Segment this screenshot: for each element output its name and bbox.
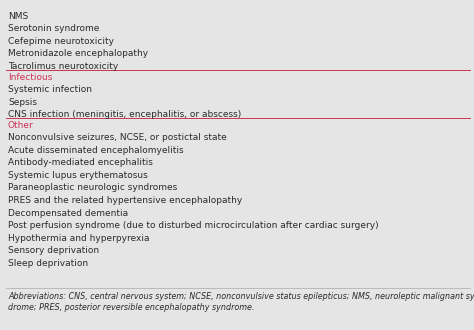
Text: Paraneoplastic neurologic syndromes: Paraneoplastic neurologic syndromes [8, 183, 177, 192]
Text: Systemic infection: Systemic infection [8, 85, 92, 94]
Text: Systemic lupus erythematosus: Systemic lupus erythematosus [8, 171, 148, 180]
Text: Post perfusion syndrome (due to disturbed microcirculation after cardiac surgery: Post perfusion syndrome (due to disturbe… [8, 221, 379, 230]
Text: Other: Other [8, 121, 34, 130]
Text: Cefepime neurotoxicity: Cefepime neurotoxicity [8, 37, 114, 46]
Text: Acute disseminated encephalomyelitis: Acute disseminated encephalomyelitis [8, 146, 183, 155]
Text: drome; PRES, posterior reversible encephalopathy syndrome.: drome; PRES, posterior reversible enceph… [8, 303, 255, 312]
Text: Sleep deprivation: Sleep deprivation [8, 259, 88, 268]
Text: Abbreviations: CNS, central nervous system; NCSE, nonconvulsive status epileptic: Abbreviations: CNS, central nervous syst… [8, 292, 474, 301]
Text: PRES and the related hypertensive encephalopathy: PRES and the related hypertensive enceph… [8, 196, 242, 205]
Text: Nonconvulsive seizures, NCSE, or postictal state: Nonconvulsive seizures, NCSE, or postict… [8, 133, 227, 142]
Text: Serotonin syndrome: Serotonin syndrome [8, 24, 100, 33]
Text: Sensory deprivation: Sensory deprivation [8, 246, 99, 255]
Text: CNS infection (meningitis, encephalitis, or abscess): CNS infection (meningitis, encephalitis,… [8, 110, 241, 119]
Text: Metronidazole encephalopathy: Metronidazole encephalopathy [8, 50, 148, 58]
Text: Infectious: Infectious [8, 73, 52, 82]
Text: Sepsis: Sepsis [8, 98, 37, 107]
Text: Antibody-mediated encephalitis: Antibody-mediated encephalitis [8, 158, 153, 167]
Text: NMS: NMS [8, 12, 28, 21]
Text: Hypothermia and hyperpyrexia: Hypothermia and hyperpyrexia [8, 234, 149, 243]
Text: Decompensated dementia: Decompensated dementia [8, 209, 128, 217]
Text: Tacrolimus neurotoxicity: Tacrolimus neurotoxicity [8, 62, 118, 71]
